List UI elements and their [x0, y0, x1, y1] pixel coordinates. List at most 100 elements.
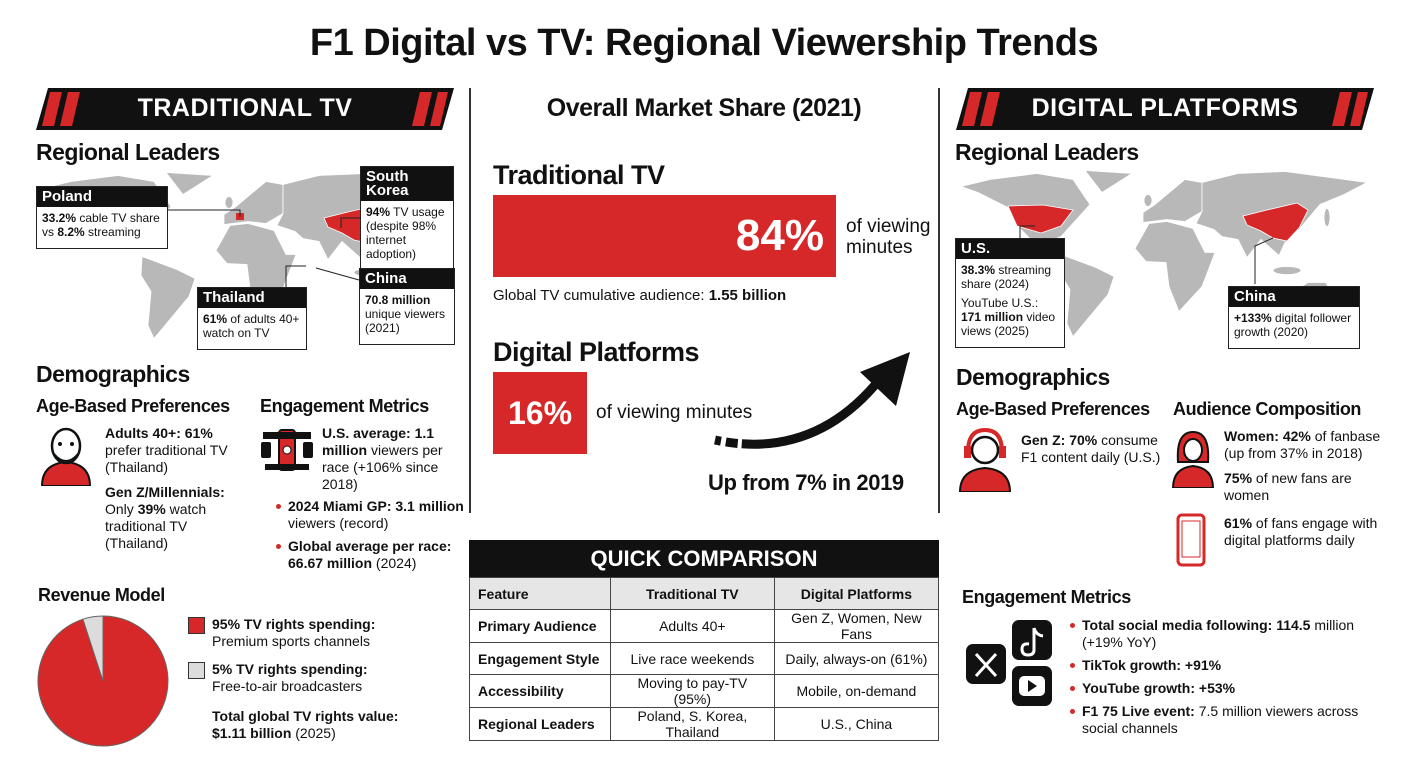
table-cell: Regional Leaders — [469, 707, 611, 741]
headset-icon — [958, 427, 1012, 492]
bullet-item: YouTube growth: +53% — [1068, 680, 1368, 697]
pie-chart — [37, 615, 169, 747]
table-row: Engagement Style Live race weekends Daily,… — [469, 642, 940, 675]
text-block: U.S. average: 1.1 million viewers per ra… — [322, 425, 462, 493]
paragraph: Gen Z/Millennials: Only 39% watch tradit… — [105, 484, 245, 552]
bullet — [276, 544, 281, 549]
title: F1 Digital vs TV: Regional Viewership Tr… — [309, 22, 1099, 64]
text: (2025) — [291, 725, 336, 741]
table-cell: Live race weekends — [609, 642, 775, 675]
paragraph: 75% of new fans are women — [1224, 470, 1384, 504]
bullet-item: Global average per race: 66.67 million (… — [274, 538, 464, 572]
paragraph: Gen Z: 70% consume F1 content daily (U.S… — [1021, 432, 1161, 466]
text: of fans engage with digital platforms da… — [1224, 515, 1378, 548]
callout: Poland 33.2% cable TV share vs 8.2% strea… — [36, 186, 168, 249]
paragraph: 33.2% cable TV share vs 8.2% streaming — [42, 211, 162, 239]
phone-icon — [1176, 513, 1206, 567]
table-cell: Poland, S. Korea, Thailand — [609, 707, 775, 741]
section-heading: Demographics — [956, 364, 1110, 390]
subheading: Engagement Metrics — [962, 587, 1131, 607]
bullet — [1070, 623, 1075, 628]
callout-title: China — [360, 269, 454, 289]
section-heading: Overall Market Share (2021) — [546, 94, 862, 122]
legend-label: 5% TV rights spending: — [212, 661, 368, 677]
text: streaming — [84, 225, 141, 239]
bullet-item: TikTok growth: +91% — [1068, 657, 1368, 674]
callout-body: +133% digital follower growth (2020) — [1229, 307, 1359, 348]
paragraph: 61% of adults 40+ watch on TV — [203, 312, 301, 340]
text: video views (2025) — [961, 310, 1056, 338]
paragraph: Women: 42% of fanbase (up from 37% in 20… — [1224, 428, 1384, 462]
paragraph: +133% digital follower growth (2020) — [1234, 311, 1354, 339]
bold-text: Total global TV rights value: — [212, 708, 399, 724]
bold-text: Gen Z: 70% — [1021, 432, 1098, 448]
comparison-table: Feature Traditional TV Digital Platforms Pr… — [469, 577, 940, 741]
person-icon — [40, 427, 92, 486]
callout: China 70.8 million unique viewers (2021) — [359, 268, 455, 345]
woman-icon — [1171, 430, 1215, 488]
bullet-item: F1 75 Live event: 7.5 million viewers ac… — [1068, 703, 1368, 737]
section-heading: Regional Leaders — [36, 139, 220, 165]
text: million (+19% YoY) — [1082, 617, 1355, 650]
bold-text: $1.11 billion — [212, 725, 292, 741]
bold-text: Gen Z/Millennials: — [105, 484, 225, 500]
bold-text: 61% — [1224, 515, 1253, 531]
bullet-list: 2024 Miami GP: 3.1 million viewers (reco… — [274, 498, 464, 578]
subheading: Engagement Metrics — [260, 396, 429, 416]
bullet-item: 2024 Miami GP: 3.1 million viewers (reco… — [274, 498, 464, 532]
callout-body: 94% TV usage (despite 98% internet adopt… — [361, 201, 453, 270]
legend-detail: Free-to-air broadcasters — [212, 678, 363, 694]
bullet — [276, 504, 281, 509]
callout-title: Thailand — [198, 288, 306, 308]
header-cell: Traditional TV — [609, 577, 775, 610]
subheading: Age-Based Preferences — [956, 399, 1150, 419]
legend-text: 5% TV rights spending: Free-to-air broadc… — [212, 661, 442, 695]
text: cable TV share vs — [42, 211, 160, 239]
section-heading: Demographics — [36, 361, 190, 387]
callout-title: China — [1229, 287, 1359, 307]
table-cell: Accessibility — [469, 674, 611, 708]
legend-detail: Premium sports channels — [212, 633, 370, 649]
bold-text: Women: 42% — [1224, 428, 1311, 444]
callout: South Korea 94% TV usage (despite 98% int… — [360, 166, 454, 271]
banner-title: TRADITIONAL TV — [137, 94, 353, 122]
bold-text: TikTok growth: +91% — [1082, 657, 1222, 673]
callout-title: U.S. — [956, 239, 1064, 259]
text: Global TV cumulative audience: — [493, 287, 709, 304]
share-box: 84% — [493, 195, 836, 277]
pie-slice — [82, 615, 104, 682]
note: Global TV cumulative audience: 1.55 bill… — [493, 287, 786, 304]
divider — [469, 88, 471, 513]
table-title: QUICK COMPARISON — [469, 540, 939, 578]
bold-text: 61% — [203, 312, 228, 326]
subheading: Audience Composition — [1173, 399, 1362, 419]
bold-text: 39% — [137, 501, 166, 517]
table-row: Accessibility Moving to pay-TV (95%) Mobil… — [469, 674, 940, 708]
bullet-list: Total social media following: 114.5 mill… — [1068, 617, 1368, 743]
callout-body: 33.2% cable TV share vs 8.2% streaming — [37, 207, 167, 248]
divider — [938, 88, 940, 513]
bold-text: +133% — [1234, 311, 1272, 325]
bold-text: 33.2% — [42, 211, 77, 225]
callout-title: Poland — [37, 187, 167, 207]
text: Only — [105, 501, 138, 517]
bold-text: Global average per race: 66.67 million — [288, 538, 452, 571]
text: 7.5 million viewers across social channe… — [1082, 703, 1359, 736]
table-row: Regional Leaders Poland, S. Korea, Thaila… — [469, 707, 940, 741]
bold-text: 75% — [1224, 470, 1253, 486]
header-cell: Digital Platforms — [773, 577, 940, 610]
callout: U.S. 38.3% streaming share (2024) YouTube … — [955, 238, 1065, 348]
paragraph: 38.3% streaming share (2024) — [961, 263, 1059, 291]
legend-text: 95% TV rights spending: Premium sports ch… — [212, 616, 442, 650]
legend-label: 95% TV rights spending: — [212, 616, 376, 632]
banner-title: DIGITAL PLATFORMS — [1031, 94, 1299, 122]
table-cell: Engagement Style — [469, 642, 611, 675]
bold-text: 94% — [366, 205, 391, 219]
text: digital follower growth (2020) — [1234, 311, 1352, 339]
bold-text: 2024 Miami GP: 3.1 million — [288, 498, 464, 514]
bold-text: Adults 40+: 61% — [105, 425, 213, 441]
bullet — [1070, 686, 1075, 691]
bold-text: YouTube growth: +53% — [1082, 680, 1236, 696]
callout-body: 70.8 million unique viewers (2021) — [360, 289, 454, 344]
text: watch traditional TV (Thailand) — [105, 501, 207, 551]
